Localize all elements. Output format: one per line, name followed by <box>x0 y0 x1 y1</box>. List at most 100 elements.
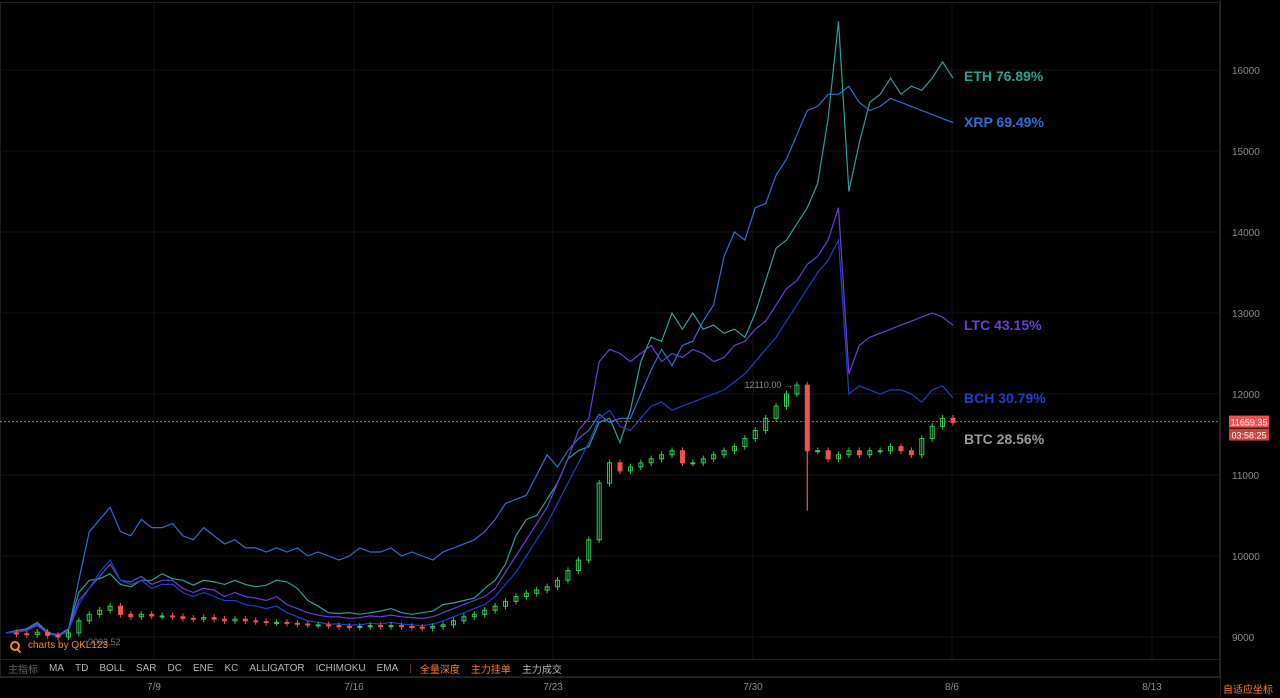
btc-candle-body <box>752 429 758 440</box>
btc-candle-body <box>398 625 404 628</box>
btc-candle-body <box>367 625 373 628</box>
btc-candle-body <box>555 579 561 588</box>
high-annotation: 12110.00 → <box>745 380 793 390</box>
btc-candle-body <box>742 438 748 448</box>
btc-candle-body <box>450 620 456 626</box>
btc-candle-body <box>867 450 873 456</box>
y-tick-label: 13000 <box>1232 309 1260 320</box>
main-indicator-label: 主指标 <box>8 665 38 676</box>
btc-candle-body <box>45 631 51 636</box>
indicator-toolbar: 主指标 MA TD BOLL SAR DC ENE KC ALLIGATOR I… <box>0 659 1220 677</box>
y-tick-label: 11000 <box>1232 471 1260 482</box>
series-line-bch <box>5 237 954 637</box>
btc-candle-body <box>825 450 831 460</box>
btc-candle-body <box>856 450 862 456</box>
btc-candle-body <box>471 613 477 618</box>
btc-candle-body <box>908 450 914 456</box>
indicator-ma[interactable]: MA <box>49 663 64 674</box>
series-line-xrp <box>5 85 954 636</box>
btc-candle-body <box>482 609 488 615</box>
indicator-boll[interactable]: BOLL <box>99 663 125 674</box>
btc-candle-body <box>575 559 581 572</box>
btc-candle-body <box>586 539 592 561</box>
btc-candle-body <box>731 446 737 452</box>
btc-candle-body <box>180 616 186 619</box>
btc-candle-body <box>294 622 300 625</box>
watermark-text: charts by QKL123 <box>28 640 109 651</box>
btc-candle-body <box>836 454 842 460</box>
btc-candle-body <box>565 570 571 581</box>
series-label-bch: BCH 30.79% <box>964 390 1046 406</box>
btc-candle-body <box>679 450 685 464</box>
btc-candle-body <box>700 458 706 464</box>
indicator-ene[interactable]: ENE <box>192 663 214 674</box>
btc-candle-body <box>877 450 883 453</box>
x-tick-label: 7/30 <box>743 682 763 693</box>
btc-candle-body <box>721 450 727 456</box>
btc-candle-body <box>419 626 425 629</box>
btc-candle-body <box>919 438 925 456</box>
y-tick-label: 10000 <box>1232 552 1260 563</box>
btc-candle-body <box>170 615 176 618</box>
btc-candle-body <box>222 618 228 622</box>
indicator-kc[interactable]: KC <box>224 663 239 674</box>
btc-candle-body <box>783 393 789 407</box>
indicator-td[interactable]: TD <box>75 663 89 674</box>
btc-candle-body <box>76 620 82 634</box>
indicator-alligator[interactable]: ALLIGATOR <box>249 663 305 674</box>
main-orders-button[interactable]: 主力挂单 <box>470 665 511 676</box>
btc-candle-body <box>503 600 509 607</box>
btc-candle-body <box>211 617 217 620</box>
toolbar-separator: | <box>409 663 412 674</box>
btc-candle-body <box>65 632 71 638</box>
series-line-ltc <box>5 207 954 637</box>
countdown-badge <box>1229 428 1269 441</box>
btc-candle-body <box>846 450 852 456</box>
watermark: charts by QKL123 <box>10 640 108 651</box>
series-label-eth: ETH 76.89% <box>964 68 1044 84</box>
current-price-text: 11659.35 <box>1231 418 1268 428</box>
btc-candle-body <box>430 625 436 629</box>
btc-candle-body <box>253 620 259 623</box>
autofit-axis-button[interactable]: 自适应坐标 <box>1223 685 1273 696</box>
y-tick-label: 9000 <box>1232 633 1255 644</box>
full-depth-button[interactable]: 全量深度 <box>419 665 460 676</box>
btc-candle-body <box>86 613 92 622</box>
plot-frame <box>0 2 1220 677</box>
btc-candle-body <box>492 605 498 611</box>
btc-candle-body <box>773 405 779 419</box>
btc-candle-body <box>97 609 103 615</box>
btc-candle-body <box>159 615 165 618</box>
low-annotation: 9002.52 <box>88 637 121 647</box>
series-label-xrp: XRP 69.49% <box>964 114 1044 130</box>
btc-candle-body <box>409 625 415 628</box>
indicator-sar[interactable]: SAR <box>135 663 157 674</box>
btc-candle-body <box>242 618 248 622</box>
indicator-dc[interactable]: DC <box>167 663 182 674</box>
btc-candle-body <box>898 446 904 452</box>
btc-candle-body <box>648 458 654 464</box>
main-trades-button[interactable]: 主力成交 <box>521 665 562 676</box>
btc-candle-body <box>607 462 613 484</box>
btc-candle-body <box>117 605 123 615</box>
indicator-ema[interactable]: EMA <box>376 663 399 674</box>
series-line-eth <box>5 21 954 637</box>
btc-candle-body <box>149 613 155 617</box>
btc-candle-body <box>128 613 134 618</box>
qkl-logo-icon <box>10 640 20 651</box>
btc-candle-body <box>534 589 540 594</box>
btc-candle-body <box>940 417 946 427</box>
btc-candle-body <box>378 625 384 628</box>
btc-candle-body <box>107 605 113 611</box>
x-tick-label: 7/23 <box>543 682 563 693</box>
btc-candle-body <box>440 624 446 627</box>
x-tick-label: 7/9 <box>147 682 161 693</box>
x-tick-label: 8/13 <box>1142 682 1162 693</box>
btc-candle-body <box>315 624 321 627</box>
btc-candle-body <box>929 425 935 440</box>
indicator-ichimoku[interactable]: ICHIMOKU <box>315 663 366 674</box>
btc-candle-body <box>336 625 342 628</box>
btc-candle-body <box>138 613 144 618</box>
btc-candle-body <box>950 417 956 423</box>
